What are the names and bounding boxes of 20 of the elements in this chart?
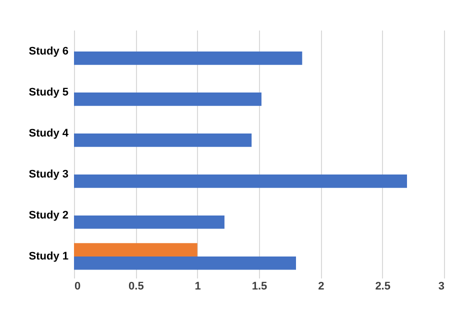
x-tick-label: 2.5 [375, 280, 390, 292]
bar [74, 215, 224, 229]
y-tick-label: Study 1 [28, 250, 68, 262]
y-tick-label: Study 4 [28, 128, 70, 140]
bar [74, 174, 407, 188]
x-tick-label: 1 [194, 280, 201, 292]
x-tick-label: 0 [74, 280, 81, 292]
bar [74, 134, 252, 147]
y-tick-label: Study 5 [28, 86, 68, 99]
bar [74, 52, 302, 65]
x-tick-label: 0.5 [128, 280, 144, 292]
x-tick-label: 3 [438, 280, 444, 292]
x-tick-label: 2 [318, 280, 324, 292]
bar [74, 256, 296, 270]
y-tick-label: Study 3 [28, 168, 68, 180]
bar [74, 243, 198, 256]
x-tick-label: 1.5 [252, 280, 268, 292]
y-tick-label: Study 6 [28, 46, 68, 58]
y-tick-label: Study 2 [28, 209, 68, 222]
bar [74, 92, 262, 106]
